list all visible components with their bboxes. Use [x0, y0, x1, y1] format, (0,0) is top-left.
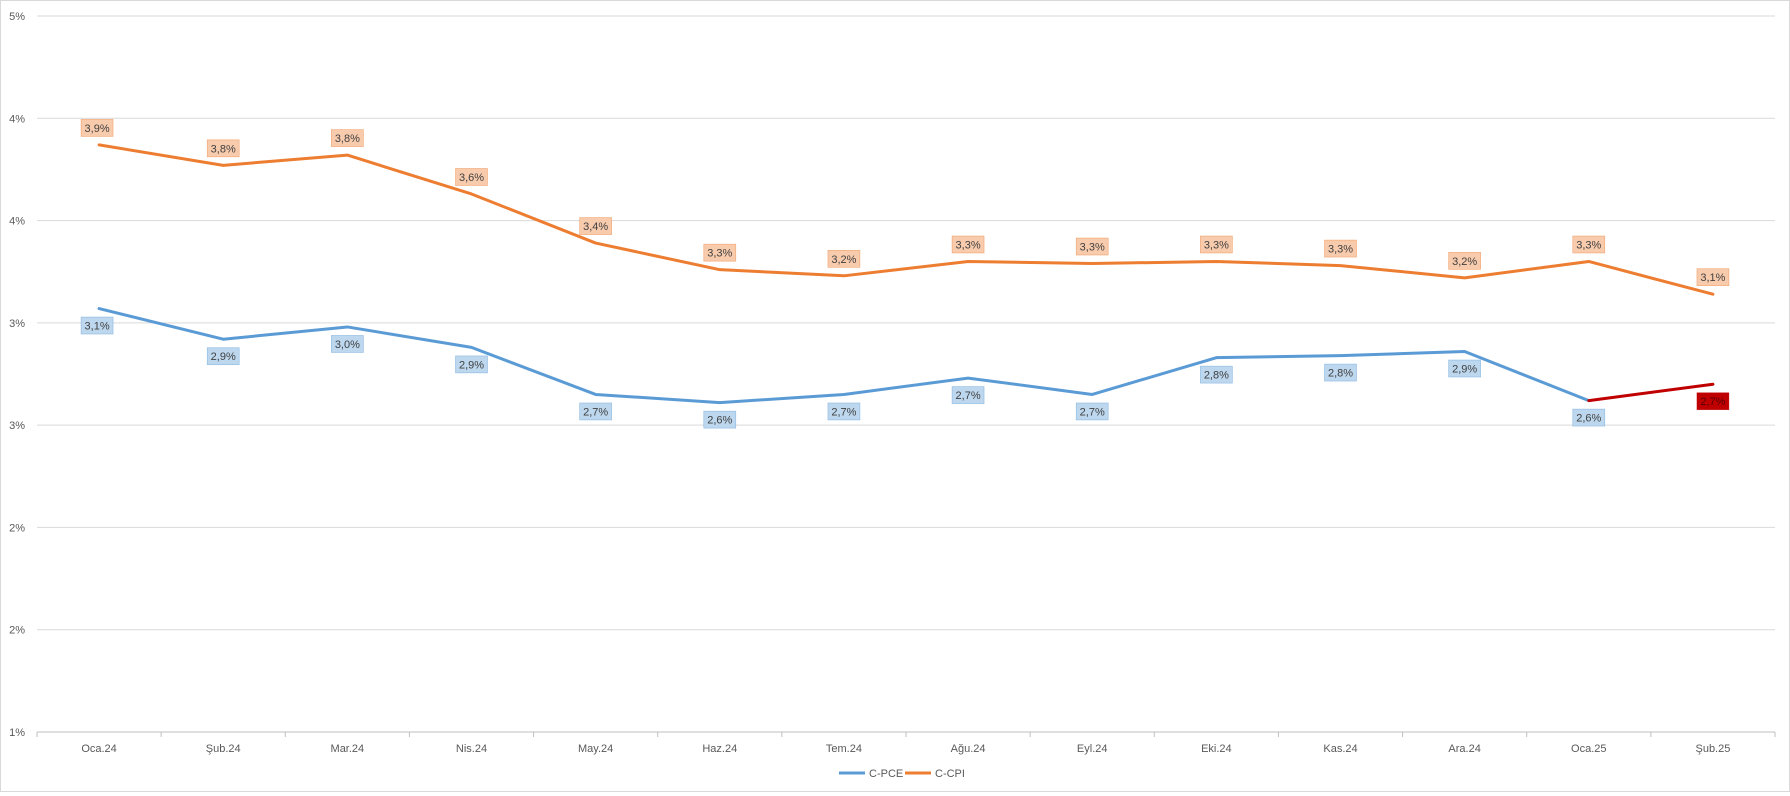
data-label: 3,1% — [1700, 272, 1725, 284]
data-labels: 3,1% 2,9% 3,0% 2,9% 2,7% 2,6% 2,7% 2,7% 2,7% 2,8%… — [80, 119, 1730, 429]
y-tick-label: 1% — [9, 727, 25, 739]
data-label: 3,3% — [1328, 244, 1353, 256]
x-tick-label: Eyl.24 — [1077, 743, 1108, 755]
data-label: 3,9% — [85, 123, 110, 135]
x-tick-label: Oca.24 — [81, 743, 116, 755]
data-label: 2,6% — [707, 415, 732, 427]
data-label-box — [579, 402, 612, 421]
data-label: 2,7% — [956, 390, 981, 402]
data-label-box — [455, 355, 488, 374]
x-tick-label: Ağu.24 — [951, 743, 986, 755]
data-label: 3,3% — [1080, 242, 1105, 254]
data-label: 2,7% — [1080, 406, 1105, 418]
x-tick-label: Ara.24 — [1448, 743, 1480, 755]
data-label-box — [1696, 268, 1730, 287]
legend-label-c-pce: C-PCE — [869, 768, 903, 780]
x-tick-label: Şub.25 — [1695, 743, 1730, 755]
data-label-box — [1572, 408, 1606, 427]
data-label-box — [1200, 365, 1233, 384]
x-tick-label: Mar.24 — [331, 743, 365, 755]
data-label: 2,7% — [831, 406, 856, 418]
data-label: 2,9% — [211, 351, 236, 363]
x-axis: Oca.24 Şub.24 Mar.24 Nis.24 May.24 Haz.24 Tem.… — [36, 731, 1776, 755]
data-label-box — [1200, 235, 1233, 254]
x-tick-label: Şub.24 — [206, 743, 241, 755]
data-label-box — [1075, 237, 1109, 256]
data-label: 3,8% — [211, 143, 236, 155]
data-label: 3,6% — [459, 172, 484, 184]
y-tick-label: 4% — [9, 113, 25, 125]
data-label-box — [206, 139, 240, 158]
x-tick-label: May.24 — [578, 743, 613, 755]
data-label-box — [1448, 252, 1481, 270]
data-label-box — [1324, 239, 1357, 258]
data-label: 2,8% — [1204, 370, 1229, 382]
data-label-box — [703, 243, 737, 262]
y-tick-label: 4% — [9, 216, 25, 228]
data-label-box — [455, 168, 488, 186]
series-lines — [97, 143, 1715, 405]
y-tick-label: 5% — [9, 11, 25, 23]
legend: C-PCE C-CPI — [839, 768, 965, 780]
data-label: 3,2% — [1452, 256, 1477, 268]
data-label: 3,3% — [1576, 239, 1601, 251]
x-tick-label: Tem.24 — [826, 743, 862, 755]
y-tick-label: 2% — [9, 522, 25, 534]
x-tick-label: Haz.24 — [702, 743, 737, 755]
highlight-segment-c-pce — [1587, 382, 1715, 403]
legend-label-c-cpi: C-CPI — [935, 768, 965, 780]
data-label: 3,3% — [1204, 239, 1229, 251]
data-label-box — [80, 119, 114, 137]
data-label-box — [1324, 363, 1357, 382]
x-tick-label: Eki.24 — [1201, 743, 1232, 755]
data-label-box — [206, 347, 240, 366]
data-label-box — [1448, 359, 1481, 378]
data-label: 2,9% — [459, 359, 484, 371]
data-label: 3,4% — [583, 221, 608, 233]
data-label-box — [1075, 402, 1109, 421]
data-label-box — [951, 386, 985, 404]
data-label-box — [331, 335, 364, 353]
data-label: 2,6% — [1576, 413, 1601, 425]
data-label: 2,8% — [1328, 368, 1353, 380]
y-tick-label: 2% — [9, 625, 25, 637]
gridlines — [37, 15, 1775, 631]
data-label-box — [1572, 235, 1606, 254]
x-tick-label: Kas.24 — [1323, 743, 1357, 755]
x-tick-label: Nis.24 — [456, 743, 487, 755]
data-label: 3,3% — [707, 248, 732, 260]
data-label: 2,7% — [583, 406, 608, 418]
x-tick-label: Oca.25 — [1571, 743, 1606, 755]
y-tick-label: 3% — [9, 318, 25, 330]
data-label: 2,9% — [1452, 363, 1477, 375]
data-label-box — [703, 410, 737, 429]
series-line-c-pce — [97, 307, 1591, 405]
data-label-box — [951, 235, 985, 254]
data-label-box — [827, 402, 861, 421]
y-axis-tick-labels: 1% 2% 2% 3% 3% 4% 4% 5% — [9, 11, 25, 739]
data-label-box — [80, 316, 114, 335]
data-label: 3,0% — [335, 339, 360, 351]
data-label: 3,3% — [956, 239, 981, 251]
data-label-box — [827, 250, 861, 268]
data-label: 2,7% — [1700, 396, 1725, 408]
series-line-c-cpi — [97, 143, 1715, 296]
data-label: 3,2% — [831, 254, 856, 266]
data-label: 3,1% — [85, 321, 110, 333]
data-label-box — [331, 129, 364, 147]
data-label: 3,8% — [335, 133, 360, 145]
y-tick-label: 3% — [9, 420, 25, 432]
data-label-box — [1696, 392, 1730, 411]
data-label-box — [579, 217, 612, 235]
